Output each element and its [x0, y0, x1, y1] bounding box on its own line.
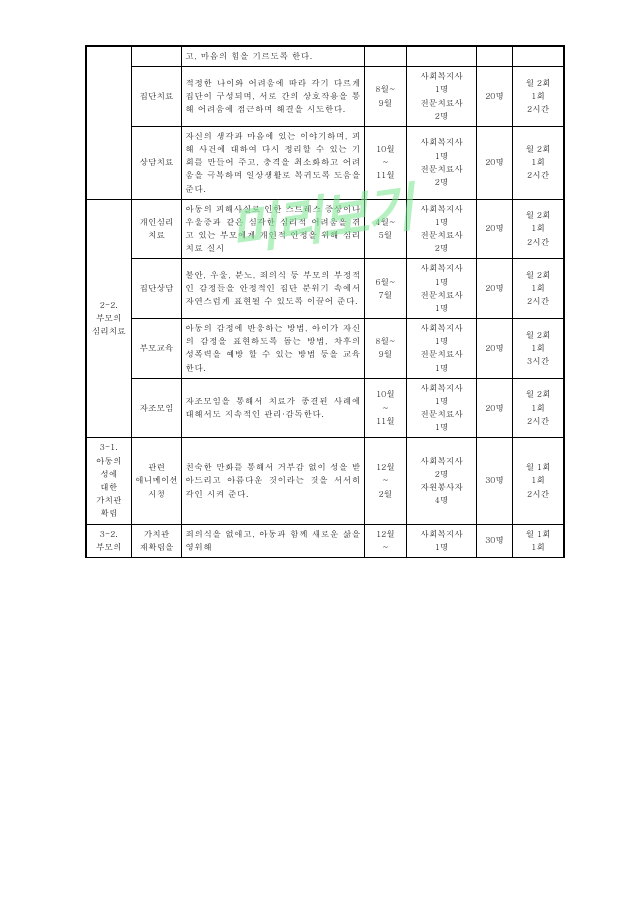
description-cell: 아동의 감정에 반응하는 방법, 아이가 자신의 감정을 표현하도록 돕는 방법…: [182, 319, 364, 379]
subcategory-cell: 자조모임: [131, 378, 182, 438]
description-cell: 적정한 나이와 어려움에 따라 각기 다르게 집단이 구성되며, 서로 간의 상…: [182, 67, 364, 127]
schedule-cell: 월 2회1회2시간: [513, 199, 564, 259]
count-cell: 30명: [477, 524, 513, 557]
schedule-cell: 월 2회1회3시간: [513, 319, 564, 379]
table-row: 부모교육아동의 감정에 반응하는 방법, 아이가 자신의 감정을 표현하도록 돕…: [87, 319, 564, 379]
period-cell: 12월~: [364, 524, 406, 557]
period-cell: [364, 47, 406, 67]
subcategory-cell: 관련애니메이션 시청: [131, 438, 182, 524]
description-cell: 아동의 피해사실로 인한 스트레스 증상이나 우울증과 같은 심각한 심리적 어…: [182, 199, 364, 259]
table-row: 상담치료자신의 생각과 마음에 있는 이야기하며, 피해 사건에 대하여 다시 …: [87, 126, 564, 199]
period-cell: 8월~9월: [364, 319, 406, 379]
staff-cell: 사회복지사2명자원봉사자4명: [407, 438, 477, 524]
description-cell: 불안, 우울, 분노, 죄의식 등 부모의 부정적인 감정들을 안정적인 집단 …: [182, 259, 364, 319]
count-cell: 20명: [477, 378, 513, 438]
subcategory-cell: [131, 47, 182, 67]
category-cell: [87, 47, 132, 200]
period-cell: 8월~9월: [364, 67, 406, 127]
table-row: 집단상담불안, 우울, 분노, 죄의식 등 부모의 부정적인 감정들을 안정적인…: [87, 259, 564, 319]
staff-cell: 사회복지사1명전문치료사1명: [407, 319, 477, 379]
table-row: 2-2.부모의심리치료개인심리치료아동의 피해사실로 인한 스트레스 증상이나 …: [87, 199, 564, 259]
staff-cell: 사회복지사1명전문치료사1명: [407, 259, 477, 319]
schedule-cell: [513, 47, 564, 67]
staff-cell: 사회복지사1명: [407, 524, 477, 557]
subcategory-cell: 상담치료: [131, 126, 182, 199]
description-cell: 고, 마음의 힘을 기르도록 한다.: [182, 47, 364, 67]
period-cell: 6월~7월: [364, 259, 406, 319]
schedule-cell: 월 1회1회: [513, 524, 564, 557]
schedule-cell: 월 2회1회2시간: [513, 67, 564, 127]
table-row: 고, 마음의 힘을 기르도록 한다.: [87, 47, 564, 67]
staff-cell: 사회복지사1명전문치료사2명: [407, 126, 477, 199]
count-cell: 20명: [477, 199, 513, 259]
table-row: 3-1.아동의성에대한가치관확립관련애니메이션 시청친숙한 만화를 통해서 거부…: [87, 438, 564, 524]
count-cell: 30명: [477, 438, 513, 524]
subcategory-cell: 부모교육: [131, 319, 182, 379]
document-page: 고, 마음의 힘을 기르도록 한다.집단치료적정한 나이와 어려움에 따라 각기…: [85, 45, 565, 558]
table-row: 집단치료적정한 나이와 어려움에 따라 각기 다르게 집단이 구성되며, 서로 …: [87, 67, 564, 127]
description-cell: 친숙한 만화를 통해서 거부감 없이 성을 받아드리고 아름다운 것이라는 것을…: [182, 438, 364, 524]
schedule-cell: 월 2회1회2시간: [513, 126, 564, 199]
staff-cell: 사회복지사1명전문치료사1명: [407, 378, 477, 438]
count-cell: 20명: [477, 259, 513, 319]
staff-cell: 사회복지사1명전문치료사2명: [407, 67, 477, 127]
program-table: 고, 마음의 힘을 기르도록 한다.집단치료적정한 나이와 어려움에 따라 각기…: [86, 46, 564, 558]
count-cell: 20명: [477, 319, 513, 379]
period-cell: 10월~11월: [364, 126, 406, 199]
period-cell: 12월~2월: [364, 438, 406, 524]
schedule-cell: 월 1회1회2시간: [513, 438, 564, 524]
category-cell: 3-1.아동의성에대한가치관확립: [87, 438, 132, 524]
subcategory-cell: 집단상담: [131, 259, 182, 319]
staff-cell: [407, 47, 477, 67]
description-cell: 자신의 생각과 마음에 있는 이야기하며, 피해 사건에 대하여 다시 정리할 …: [182, 126, 364, 199]
period-cell: 4월~5월: [364, 199, 406, 259]
schedule-cell: 월 2회1회2시간: [513, 259, 564, 319]
count-cell: 20명: [477, 67, 513, 127]
staff-cell: 사회복지사1명전문치료사2명: [407, 199, 477, 259]
count-cell: [477, 47, 513, 67]
subcategory-cell: 가치관재확립을: [131, 524, 182, 557]
subcategory-cell: 개인심리치료: [131, 199, 182, 259]
table-row: 3-2.부모의가치관재확립을죄의식을 없애고, 아동과 함께 새로운 삶을 영위…: [87, 524, 564, 557]
table-row: 자조모임자조모임을 통해서 치료가 종결된 사례에 대해서도 지속적인 관리·감…: [87, 378, 564, 438]
subcategory-cell: 집단치료: [131, 67, 182, 127]
count-cell: 20명: [477, 126, 513, 199]
description-cell: 자조모임을 통해서 치료가 종결된 사례에 대해서도 지속적인 관리·감독한다.: [182, 378, 364, 438]
category-cell: 3-2.부모의: [87, 524, 132, 557]
description-cell: 죄의식을 없애고, 아동과 함께 새로운 삶을 영위해: [182, 524, 364, 557]
period-cell: 10월~11월: [364, 378, 406, 438]
schedule-cell: 월 2회1회2시간: [513, 378, 564, 438]
category-cell: 2-2.부모의심리치료: [87, 199, 132, 438]
